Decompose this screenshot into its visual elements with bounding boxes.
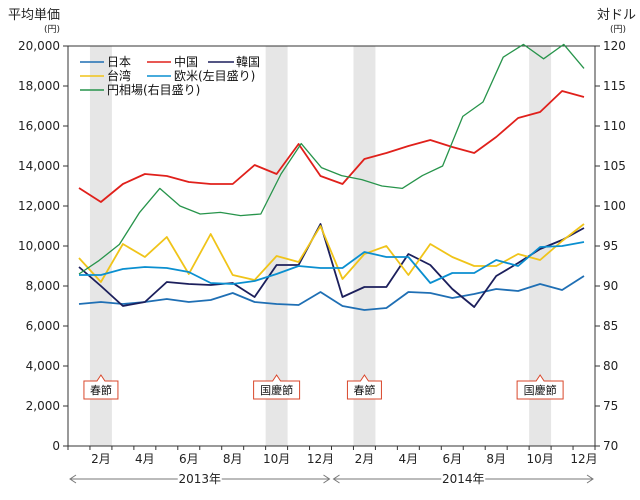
legend: 日本 中国 韓国 台湾 欧米(左目盛り) 円相場(右目盛り)	[80, 54, 260, 97]
legend-label-japan: 日本	[107, 55, 131, 69]
legend-label-euro-america: 欧米(左目盛り)	[174, 68, 255, 83]
year-arrow-right-1	[586, 474, 594, 484]
right-tick-label-1: 75	[603, 399, 618, 413]
year-arrow-left-1	[332, 474, 340, 484]
event-callout-2	[346, 374, 382, 400]
legend-label-taiwan: 台湾	[107, 68, 131, 83]
series-line-1	[78, 90, 585, 203]
year-arrow-right-0	[323, 474, 331, 484]
x-tick-label-6: 2月	[355, 452, 375, 466]
year-label-0: 2013年	[178, 472, 221, 486]
left-axis-title: 平均単価	[8, 7, 60, 23]
event-label-2: 春節	[353, 383, 375, 397]
legend-label-korea: 韓国	[236, 55, 260, 69]
left-tick-label-3: 6,000	[26, 319, 60, 333]
series-line-4	[79, 241, 585, 285]
x-tick-label-1: 4月	[135, 452, 155, 466]
left-tick-label-0: 0	[52, 439, 60, 453]
year-arrow-left-0	[69, 474, 77, 484]
right-tick-label-0: 70	[603, 439, 618, 453]
event-band-3	[529, 46, 552, 446]
right-axis-title: 対ドル	[597, 8, 636, 23]
year-label-1: 2014年	[442, 472, 485, 486]
right-tick-label-6: 100	[603, 199, 626, 213]
x-tick-label-0: 2月	[91, 452, 111, 466]
year-brackets: 2013年 2014年	[69, 472, 594, 486]
left-tick-label-8: 16,000	[18, 119, 60, 133]
right-tick-label-2: 80	[603, 359, 618, 373]
right-tick-label-5: 95	[603, 239, 618, 253]
left-tick-label-9: 18,000	[18, 79, 60, 93]
right-axis-ticks: 70 75 80 85 90 95 100 105 110 115 120	[595, 39, 626, 453]
series-line-2	[78, 223, 585, 308]
x-tick-label-9: 8月	[486, 452, 506, 466]
right-tick-label-9: 115	[603, 79, 626, 93]
x-tick-label-2: 6月	[179, 452, 199, 466]
series-lines	[78, 43, 585, 311]
left-tick-label-4: 8,000	[26, 279, 60, 293]
event-band-1	[265, 46, 288, 446]
series-line-0	[78, 275, 585, 311]
event-callout-0	[83, 374, 119, 400]
event-label-1: 国慶節	[260, 383, 293, 397]
right-axis-unit: (円)	[610, 24, 626, 35]
right-tick-label-3: 85	[603, 319, 618, 333]
plot-frame	[67, 45, 596, 447]
x-axis-ticks: 2月 4月 6月 8月 10月 12月 2月 4月 6月 8月 10月 12月	[67, 446, 598, 466]
series-line-5	[78, 43, 585, 275]
event-band-0	[89, 46, 112, 446]
right-tick-label-4: 90	[603, 279, 618, 293]
left-axis-unit: (円)	[44, 24, 60, 35]
left-axis-ticks: 0 2,000 4,000 6,000 8,000 10,000 12,000 14,000 1…	[18, 39, 68, 453]
legend-label-yen-rate: 円相場(右目盛り)	[107, 82, 200, 97]
left-tick-label-2: 4,000	[26, 359, 60, 373]
event-labels: 春節 国慶節 春節 国慶節	[83, 374, 564, 400]
left-tick-label-7: 14,000	[18, 159, 60, 173]
x-tick-label-7: 4月	[399, 452, 419, 466]
event-label-0: 春節	[90, 383, 112, 397]
right-tick-label-7: 105	[603, 159, 626, 173]
x-tick-label-10: 10月	[526, 452, 553, 466]
event-callout-3	[516, 374, 564, 400]
left-tick-label-1: 2,000	[26, 399, 60, 413]
right-tick-label-10: 120	[603, 39, 626, 53]
event-bands	[89, 46, 552, 446]
legend-label-china: 中国	[174, 54, 198, 69]
x-tick-label-4: 10月	[263, 452, 290, 466]
right-tick-label-8: 110	[603, 119, 626, 133]
left-tick-label-5: 10,000	[18, 239, 60, 253]
x-tick-label-8: 6月	[442, 452, 462, 466]
event-callout-1	[253, 374, 301, 400]
event-band-2	[353, 46, 376, 446]
x-tick-label-3: 8月	[223, 452, 243, 466]
series-line-3	[78, 223, 585, 283]
left-tick-label-10: 20,000	[18, 39, 60, 53]
left-tick-label-6: 12,000	[18, 199, 60, 213]
x-tick-label-11: 12月	[570, 452, 597, 466]
event-label-3: 国慶節	[524, 383, 557, 397]
x-tick-label-5: 12月	[307, 452, 334, 466]
